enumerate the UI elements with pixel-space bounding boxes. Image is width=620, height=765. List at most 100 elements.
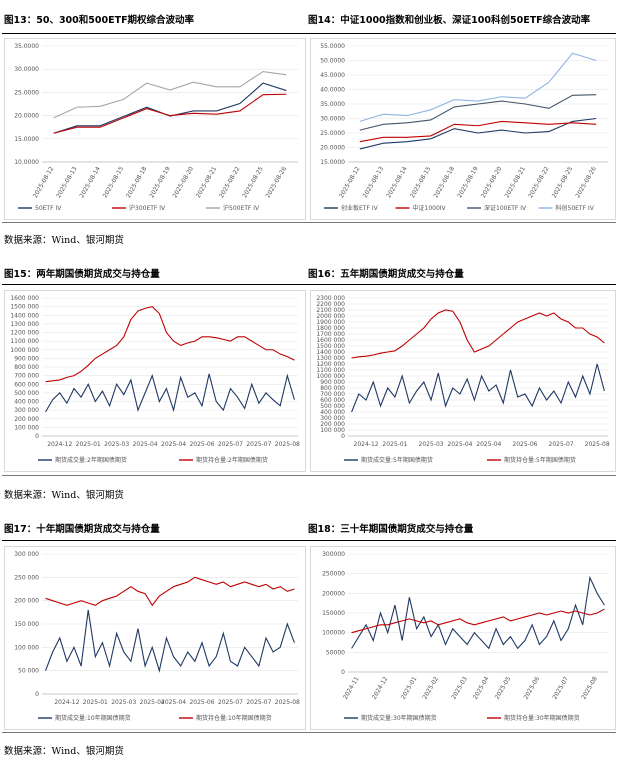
legend-label: 期货成交量:5年期国债期货 [361,456,433,464]
line-series [359,117,597,150]
x-tick-label: 2025-04 [447,441,472,448]
chart-title: 图15：两年期国债期货成交与持仓量 [4,269,160,280]
y-tick-label: 900 000 [14,355,39,362]
y-tick-label: 35.0000 [14,43,39,50]
y-tick-label: 0 [35,433,39,440]
line-series [45,306,295,383]
y-tick-label: 100000 [322,630,345,637]
y-tick-label: 0 [341,433,345,440]
x-tick-label: 2025-08-20 [172,165,196,199]
y-tick-label: 1700 000 [316,331,345,338]
y-tick-label: 100 000 [320,427,345,434]
x-tick-label: 2025-07 [551,675,570,700]
y-tick-label: 400 000 [320,409,345,416]
x-tick-label: 2025-08-15 [409,165,433,199]
x-tick-label: 2025-08-19 [148,165,172,199]
chart: 15.0000 20.0000 25.0000 30.0000 35.0000 40.00… [310,38,616,220]
x-tick-label: 2025-06 [523,675,542,700]
y-tick-label: 250 000 [14,574,39,581]
y-tick-label: 1000 000 [10,347,39,354]
y-tick-label: 300 000 [14,551,39,558]
x-tick-label: 2024-12 [47,441,72,448]
y-tick-label: 1600 000 [10,295,39,302]
x-tick-label: 2025-08-13 [362,165,386,199]
x-tick-label: 2025-08-15 [102,165,126,199]
y-tick-label: 150 000 [14,621,39,628]
y-tick-label: 100 000 [14,644,39,651]
x-tick-label: 2025-01 [400,675,419,700]
x-tick-label: 2025-03 [104,441,129,448]
y-tick-label: 2300 000 [316,295,345,302]
legend-label: 创业板ETF IV [341,204,379,212]
y-tick-label: 400 000 [14,399,39,406]
y-tick-label: 500 000 [14,390,39,397]
chart-frame [4,290,306,472]
y-tick-label: 35.0000 [320,101,345,108]
line-series [351,575,605,650]
y-tick-label: 1000 000 [316,373,345,380]
y-tick-label: 50 000 [18,668,39,675]
rule [2,33,616,34]
y-tick-label: 300 000 [14,407,39,414]
y-tick-label: 200 000 [320,421,345,428]
y-tick-label: 0 [35,691,39,698]
rule [2,540,616,541]
y-tick-label: 25.0000 [320,130,345,137]
y-tick-label: 30.0000 [14,66,39,73]
y-tick-label: 100 000 [14,424,39,431]
y-tick-label: 1600 000 [316,337,345,344]
y-tick-label: 1400 000 [316,349,345,356]
y-tick-label: 1100 000 [10,338,39,345]
line-series [359,52,597,122]
line-series [351,309,605,359]
y-tick-label: 600 000 [320,397,345,404]
x-tick-label: 2025-08-12 [338,165,362,199]
chart-title: 图14：中证1000指数和创业板、深证100科创50ETF综合波动率 [308,15,591,26]
x-tick-label: 2025-04 [472,675,491,700]
chart-frame [4,38,306,220]
x-tick-label: 2025-03 [450,675,469,700]
source: 数据来源：Wind、银河期货 [4,746,124,757]
x-tick-label: 2025-08-13 [55,165,79,199]
y-tick-label: 200 000 [14,416,39,423]
y-tick-label: 0 [341,669,345,676]
x-tick-label: 2025-08-18 [433,165,457,199]
line-series [351,363,605,413]
y-tick-label: 2100 000 [316,307,345,314]
x-tick-label: 2025-08 [275,441,300,448]
legend-label: 期货持仓量:2年期国债期货 [196,456,268,464]
y-tick-label: 1300 000 [10,321,39,328]
line-series [45,609,295,673]
y-tick-label: 1200 000 [316,361,345,368]
x-tick-label: 2025-07 [246,699,271,706]
y-tick-label: 1800 000 [316,325,345,332]
y-tick-label: 700 000 [320,391,345,398]
y-tick-label: 1900 000 [316,319,345,326]
x-tick-label: 2024-12 [54,699,79,706]
chart-frame [310,546,616,730]
line-series [53,93,287,134]
rule [2,284,616,285]
chart: 0 50 000 100 000 150 000 200 000 250 000 300 0… [4,546,306,730]
y-tick-label: 1200 000 [10,330,39,337]
legend-label: 沪500ETF IV [223,204,260,212]
line-series [45,576,295,607]
x-tick-label: 2025-04 [161,441,186,448]
rule [2,475,616,476]
y-tick-label: 15.0000 [320,159,345,166]
rule [2,222,616,223]
x-tick-label: 2025-01 [382,441,407,448]
y-tick-label: 2000 000 [316,313,345,320]
y-tick-label: 1500 000 [10,304,39,311]
x-tick-label: 2025-03 [419,441,444,448]
y-tick-label: 2200 000 [316,301,345,308]
x-tick-label: 2024-11 [342,675,361,700]
x-tick-label: 2025-07 [246,441,271,448]
x-tick-label: 2025-03 [111,699,136,706]
x-tick-label: 2025-08-25 [241,165,265,199]
x-tick-label: 2025-01 [76,441,101,448]
y-tick-label: 200 000 [14,598,39,605]
x-tick-label: 2024-12 [354,441,379,448]
y-tick-label: 900 000 [320,379,345,386]
